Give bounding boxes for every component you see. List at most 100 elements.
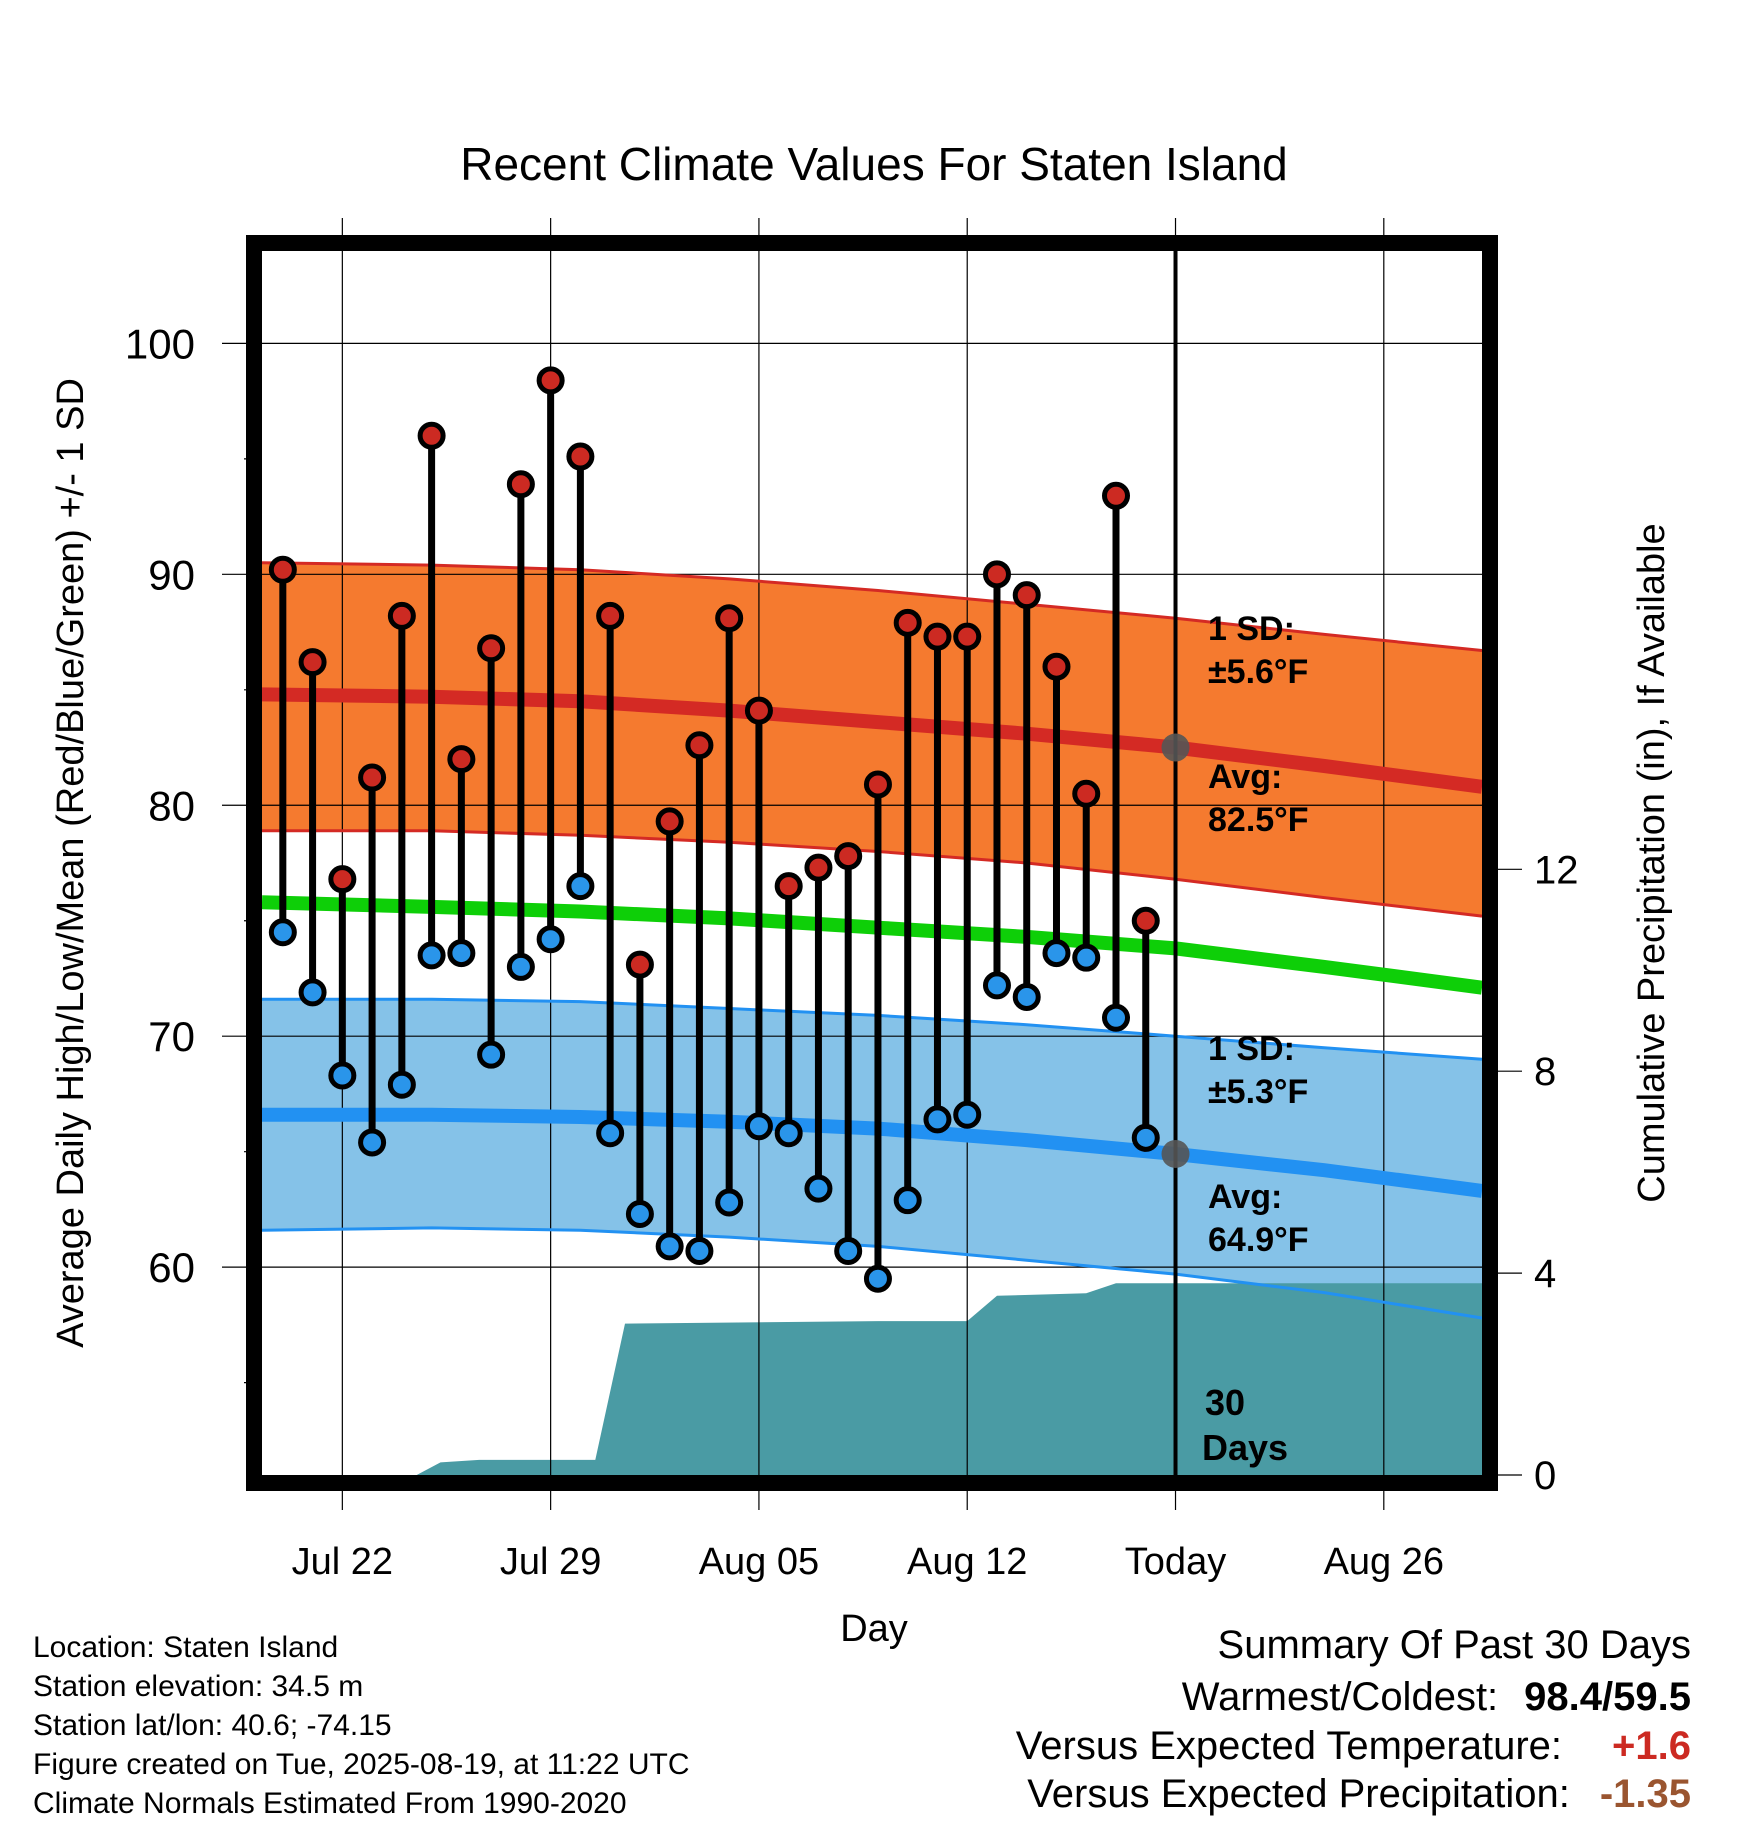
x-tick-label: Aug 26 (1324, 1541, 1444, 1583)
y-tick-label-left: 60 (148, 1244, 195, 1291)
daily-low-point (774, 1119, 803, 1148)
daily-low-point (1072, 943, 1101, 972)
daily-low-point (685, 1236, 714, 1265)
daily-high-point (655, 807, 684, 836)
y-tick-label-left: 70 (148, 1013, 195, 1060)
y-tick-label-right: 4 (1534, 1252, 1556, 1296)
today-marker (1161, 251, 1190, 1475)
x-tick-label: Jul 22 (292, 1541, 393, 1583)
daily-high-point (298, 648, 327, 677)
warm-cold-label: Warmest/Coldest: (1181, 1675, 1499, 1719)
temp-label: Versus Expected Temperature: (1015, 1724, 1563, 1768)
daily-high-point (1042, 652, 1071, 681)
daily-high-point (596, 601, 625, 630)
summary-precip: Versus Expected Precipitation: -1.35 (1027, 1772, 1691, 1817)
x-tick-label: Today (1125, 1541, 1226, 1583)
daily-low-point (953, 1100, 982, 1129)
daily-high-point (1012, 581, 1041, 610)
daily-high-point (477, 634, 506, 663)
daily-high-point (834, 842, 863, 871)
annotation-label: Avg: (1208, 1178, 1282, 1216)
summary-title: Summary Of Past 30 Days (1217, 1623, 1691, 1667)
daily-high-point (387, 601, 416, 630)
location-text: Location: Staten Island (33, 1631, 339, 1664)
high-upper-edge (261, 561, 1483, 652)
daily-range-sticks (279, 380, 1150, 1279)
daily-low-point (1131, 1123, 1160, 1152)
daily-low-point (834, 1236, 863, 1265)
daily-high-point (685, 731, 714, 760)
precip-area (262, 1283, 1482, 1475)
annotation-value: 64.9°F (1208, 1221, 1309, 1259)
daily-low-point (328, 1061, 357, 1090)
daily-low-point (893, 1186, 922, 1215)
daily-low-point (417, 941, 446, 970)
daily-low-point (477, 1040, 506, 1069)
y-tick-label-right: 8 (1534, 1050, 1556, 1094)
latlon-text: Station lat/lon: 40.6; -74.15 (33, 1709, 392, 1742)
daily-high-point (536, 366, 565, 395)
daily-high-point (953, 622, 982, 651)
daily-high-point (1131, 906, 1160, 935)
normal-mean-line (261, 895, 1483, 995)
daily-high-point (893, 608, 922, 637)
daily-high-point (715, 604, 744, 633)
daily-high-point (863, 770, 892, 799)
daily-low-point (596, 1119, 625, 1148)
y-axis-label-right: Cumulative Precipitation (in), If Availa… (1631, 523, 1673, 1202)
summary-warm-cold: Warmest/Coldest: 98.4/59.5 (1182, 1675, 1691, 1720)
daily-low-point (863, 1264, 892, 1293)
annotation-label: 1 SD: (1208, 610, 1295, 648)
summary-temp: Versus Expected Temperature: +1.6 (1016, 1724, 1691, 1769)
daily-low-point (566, 872, 595, 901)
elevation-text: Station elevation: 34.5 m (33, 1670, 364, 1703)
daily-low-point (447, 939, 476, 968)
annotation-value: 82.5°F (1208, 801, 1309, 839)
station-info: Location: Staten Island Station elevatio… (33, 1628, 690, 1823)
daily-low-point (1042, 939, 1071, 968)
precip-value: -1.35 (1599, 1772, 1691, 1816)
daily-high-point (625, 950, 654, 979)
temp-value: +1.6 (1612, 1724, 1691, 1768)
precipitation-area (262, 1283, 1482, 1475)
x-tick-label: Jul 29 (500, 1541, 601, 1583)
daily-low-point (625, 1200, 654, 1229)
daily-high-point (804, 853, 833, 882)
daily-low-point (358, 1128, 387, 1157)
daily-low-point (804, 1174, 833, 1203)
normals-text: Climate Normals Estimated From 1990-2020 (33, 1787, 627, 1820)
daily-high-point (1072, 779, 1101, 808)
y-tick-label-right: 12 (1534, 848, 1579, 892)
daily-dots (268, 366, 1160, 1293)
plot-border (246, 235, 1498, 1491)
today-days-label: Days (1202, 1427, 1288, 1468)
daily-low-point (715, 1188, 744, 1217)
high-sd-band (262, 562, 1482, 917)
daily-high-point (328, 865, 357, 894)
y-tick-label-left: 100 (125, 320, 195, 367)
chart-title: Recent Climate Values For Staten Island (460, 138, 1288, 190)
daily-low-point (387, 1070, 416, 1099)
daily-low-point (506, 952, 535, 981)
daily-high-point (982, 560, 1011, 589)
today-high-avg-marker (1161, 733, 1190, 762)
chart-text: Recent Climate Values For Staten Island 6… (50, 138, 1673, 1650)
plot-frame (246, 235, 1498, 1491)
daily-low-point (1012, 982, 1041, 1011)
y-tick-label-left: 90 (148, 551, 195, 598)
daily-high-point (744, 696, 773, 725)
daily-low-point (744, 1112, 773, 1141)
y-tick-label-right: 0 (1534, 1454, 1556, 1498)
today-low-avg-marker (1161, 1139, 1190, 1168)
x-tick-label: Aug 05 (699, 1541, 819, 1583)
warm-cold-value: 98.4/59.5 (1524, 1675, 1691, 1719)
daily-low-point (982, 971, 1011, 1000)
y-axis-label-left: Average Daily High/Low/Mean (Red/Blue/Gr… (50, 378, 92, 1348)
daily-high-point (566, 442, 595, 471)
x-axis-label: Day (840, 1608, 908, 1650)
daily-low-point (1102, 1003, 1130, 1032)
daily-low-point (536, 925, 565, 954)
daily-high-point (447, 745, 476, 774)
daily-high-point (417, 421, 446, 450)
